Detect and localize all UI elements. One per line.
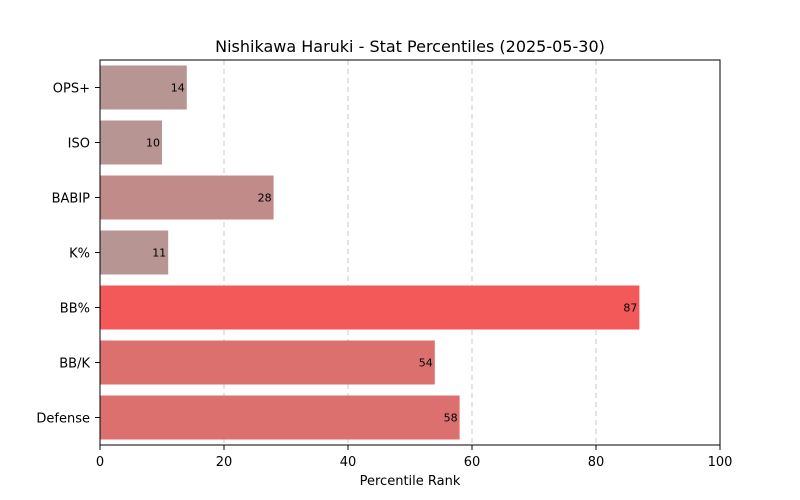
y-tick-label: BABIP [52, 192, 91, 207]
bar-value-label: 11 [152, 247, 166, 260]
bar-value-label: 28 [258, 192, 272, 205]
bar-bb- [100, 285, 640, 330]
bar-iso [100, 120, 162, 165]
y-tick-label: Defense [36, 412, 90, 427]
bar-value-label: 58 [444, 412, 458, 425]
x-axis-label: Percentile Rank [360, 474, 461, 489]
y-tick-label: BB/K [59, 357, 90, 372]
bar-value-label: 87 [623, 302, 637, 315]
bars: 14 10 28 11 87 54 58 [100, 65, 640, 440]
chart-title: Nishikawa Haruki - Stat Percentiles (202… [215, 37, 605, 56]
bar-value-label: 10 [146, 137, 160, 150]
bar-value-label: 14 [171, 82, 185, 95]
x-tick-label: 100 [708, 455, 733, 470]
bar-defense [100, 395, 460, 440]
y-tick-label: BB% [60, 302, 90, 317]
bar-babip [100, 175, 274, 220]
plot-frame [99, 59, 721, 446]
x-tick-label: 20 [216, 455, 233, 470]
x-tick-label: 80 [588, 455, 605, 470]
bar-bb-k [100, 340, 435, 385]
y-axis-ticks: OPS+ ISO BABIP K% BB% BB/K Defense [36, 82, 100, 427]
grid-lines [223, 60, 597, 445]
y-tick-label: K% [69, 247, 90, 262]
y-tick-label: OPS+ [53, 82, 90, 97]
x-axis-ticks: 0 20 40 60 80 100 [96, 445, 733, 470]
bar-ops- [100, 65, 187, 110]
x-tick-label: 40 [340, 455, 357, 470]
bar-k- [100, 230, 169, 275]
x-tick-label: 0 [96, 455, 104, 470]
y-tick-label: ISO [68, 137, 90, 152]
x-tick-label: 60 [464, 455, 481, 470]
bar-value-label: 54 [419, 357, 433, 370]
